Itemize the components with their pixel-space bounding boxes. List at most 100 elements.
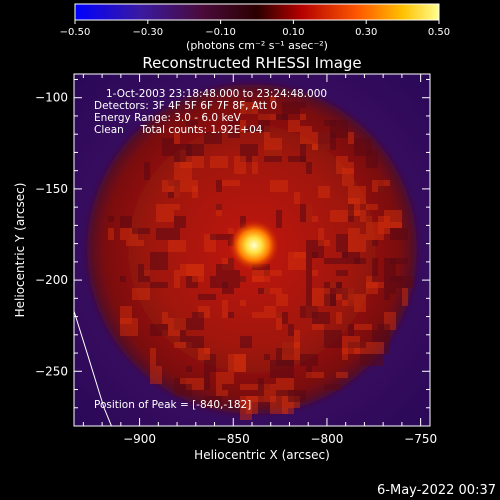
mottle-cell: [354, 258, 366, 264]
colorbar-tick-label: −0.10: [205, 27, 236, 38]
mottle-cell: [240, 300, 246, 306]
x-axis-label: Heliocentric X (arcsec): [194, 448, 330, 462]
mottle-cell: [216, 384, 222, 390]
mottle-cell: [372, 276, 378, 282]
mottle-cell: [186, 156, 204, 168]
mottle-cell: [222, 180, 240, 186]
mottle-cell: [306, 282, 312, 300]
mottle-cell: [294, 330, 300, 348]
mottle-cell: [378, 180, 384, 192]
mottle-cell: [168, 240, 186, 252]
mottle-cell: [174, 204, 180, 210]
mottle-cell: [108, 228, 114, 240]
mottle-cell: [288, 390, 306, 402]
mottle-cell: [348, 324, 354, 336]
mottle-cell: [174, 180, 180, 186]
mottle-cell: [324, 258, 342, 264]
chart-title: Reconstructed RHESSI Image: [142, 54, 361, 72]
mottle-cell: [294, 192, 300, 204]
mottle-cell: [126, 240, 144, 246]
mottle-cell: [246, 126, 264, 132]
mottle-cell: [318, 240, 330, 246]
mottle-cell: [240, 384, 258, 390]
mottle-cell: [264, 150, 282, 162]
mottle-cell: [348, 132, 354, 144]
mottle-cell: [234, 354, 246, 372]
mottle-cell: [372, 240, 378, 246]
mottle-cell: [180, 264, 192, 276]
colorbar-tick-label: 0.10: [282, 27, 304, 38]
y-axis: −100 −150 −200 −250: [35, 78, 430, 427]
mottle-cell: [210, 234, 222, 240]
mottle-cell: [306, 162, 312, 174]
mottle-cell: [342, 288, 348, 300]
mottle-cell: [342, 252, 348, 258]
mottle-cell: [162, 138, 174, 156]
mottle-cell: [270, 180, 288, 192]
mottle-cell: [132, 228, 150, 234]
mottle-cell: [240, 276, 246, 282]
mottle-cell: [234, 156, 246, 174]
mottle-cell: [324, 330, 342, 348]
mottle-cell: [270, 396, 288, 414]
mottle-cell: [228, 354, 246, 372]
mottle-cell: [342, 168, 354, 186]
mottle-cell: [288, 156, 306, 162]
mottle-cell: [162, 312, 168, 324]
mottle-cell: [120, 306, 132, 324]
mottle-cell: [210, 282, 228, 288]
mottle-cell: [348, 288, 354, 294]
x-tick-label: −900: [123, 432, 156, 446]
info-detectors: Detectors: 3F 4F 5F 6F 7F 8F, Att 0: [94, 100, 277, 112]
mottle-cell: [228, 228, 234, 234]
colorbar: −0.50 −0.30 −0.10 0.10 0.30 0.50 (photons cm⁻…: [60, 3, 450, 52]
mottle-cell: [330, 282, 336, 288]
mottle-cell: [228, 120, 240, 138]
info-energy-range: Energy Range: 3.0 - 6.0 keV: [94, 112, 242, 124]
colorbar-tick-label: −0.50: [60, 27, 91, 38]
mottle-cell: [324, 282, 342, 294]
mottle-cell: [120, 216, 132, 228]
mottle-cell: [312, 216, 318, 222]
mottle-cell: [240, 120, 246, 132]
mottle-cell: [174, 180, 180, 198]
mottle-cell: [192, 264, 204, 282]
mottle-cell: [186, 276, 198, 288]
mottle-cell: [300, 306, 318, 318]
mottle-cell: [312, 288, 318, 306]
mottle-cell: [300, 204, 312, 222]
mottle-cell: [210, 156, 228, 168]
mottle-cell: [366, 342, 384, 354]
colorbar-tick-label: 0.50: [428, 27, 450, 38]
mottle-cell: [192, 312, 204, 330]
mottle-cell: [372, 180, 390, 186]
mottle-cell: [222, 282, 234, 294]
mottle-cell: [168, 186, 174, 192]
mottle-cell: [372, 258, 378, 276]
mottle-cell: [384, 294, 390, 300]
mottle-cell: [186, 264, 204, 276]
mottle-cell: [216, 180, 222, 192]
mottle-cell: [264, 306, 276, 318]
mottle-cell: [162, 180, 174, 192]
mottle-cell: [306, 300, 312, 306]
mottle-cell: [240, 144, 258, 162]
mottle-cell: [276, 294, 288, 306]
mottle-cell: [264, 138, 282, 156]
mottle-cell: [306, 240, 324, 258]
mottle-cell: [324, 384, 342, 390]
colorbar-tick-label: 0.30: [355, 27, 377, 38]
mottle-cell: [390, 228, 408, 240]
x-axis: −900 −850 −800 −750: [82, 74, 437, 446]
x-tick-label: −800: [310, 432, 343, 446]
colorbar-units-label: (photons cm⁻² s⁻¹ asec⁻²): [186, 39, 328, 52]
y-tick-label: −200: [35, 273, 68, 287]
colorbar-gradient: [75, 4, 439, 20]
peak-position-label: Position of Peak = [-840,-182]: [94, 399, 251, 411]
mottle-cell: [204, 132, 222, 144]
mottle-cell: [366, 354, 384, 366]
mottle-cell: [150, 252, 168, 270]
mottle-cell: [288, 324, 294, 336]
mottle-cell: [348, 162, 354, 174]
